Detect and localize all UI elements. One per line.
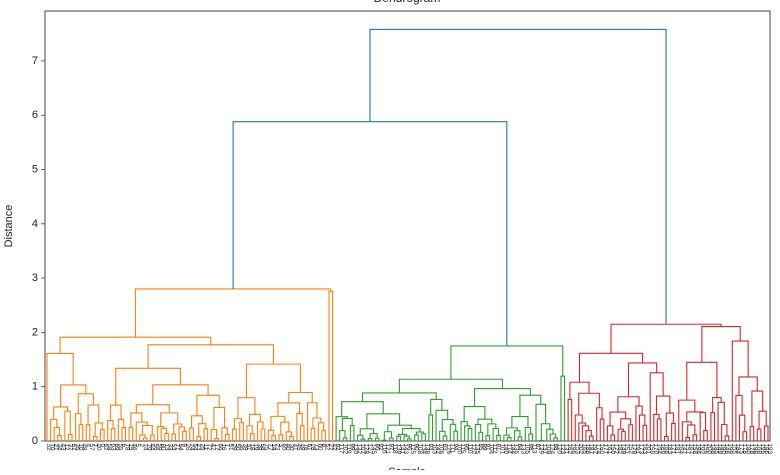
svg-text:6: 6 <box>32 109 38 121</box>
svg-text:1: 1 <box>32 381 38 393</box>
svg-text:5: 5 <box>32 164 38 176</box>
svg-text:193: 193 <box>766 444 773 455</box>
svg-text:Distance: Distance <box>3 205 15 248</box>
svg-text:3: 3 <box>32 272 38 284</box>
svg-text:0: 0 <box>32 435 38 447</box>
svg-text:2: 2 <box>32 326 38 338</box>
svg-text:4: 4 <box>32 218 38 230</box>
svg-text:Sample: Sample <box>388 466 425 470</box>
svg-text:Dendrogram: Dendrogram <box>374 0 441 5</box>
svg-text:7: 7 <box>32 55 38 67</box>
